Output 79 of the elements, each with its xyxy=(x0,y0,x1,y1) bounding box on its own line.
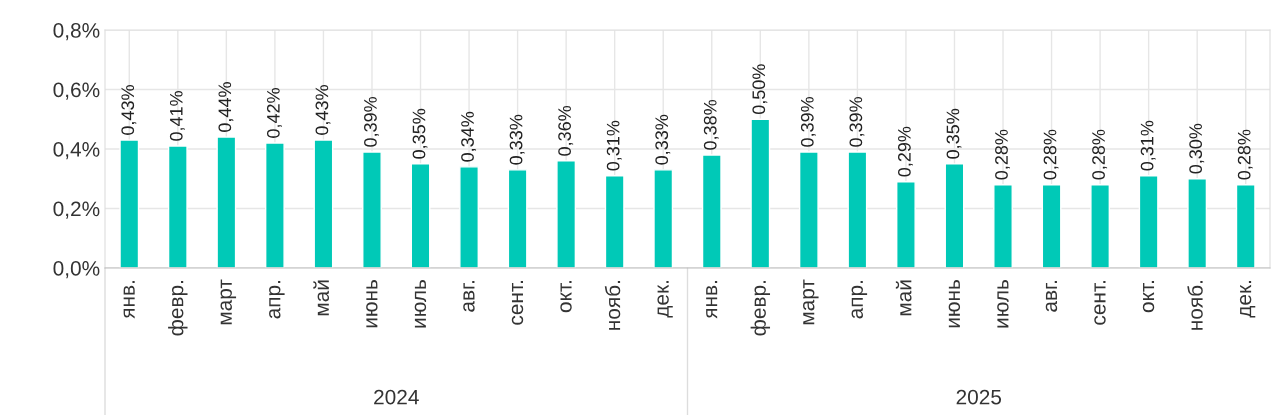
x-tick-label: апр. xyxy=(269,281,285,319)
x-tick-label: июль xyxy=(414,279,427,328)
data-label: 0,28% xyxy=(995,129,1010,180)
data-label: 0,38% xyxy=(703,99,719,150)
x-tick-label: дек. xyxy=(1239,281,1256,318)
x-tick-label: февр. xyxy=(750,281,771,336)
y-tick-label: 0,2% xyxy=(53,201,100,219)
x-tick-label: март xyxy=(220,279,237,325)
x-tick-label: февр. xyxy=(168,281,188,336)
data-label: 0,28% xyxy=(1092,129,1108,180)
bar xyxy=(216,136,237,268)
bar xyxy=(313,139,334,268)
x-tick-label: дек. xyxy=(657,281,673,318)
data-label: 0,31% xyxy=(606,120,622,171)
bar xyxy=(653,169,674,268)
data-label: 0,34% xyxy=(461,111,477,162)
bar xyxy=(119,139,140,268)
data-label: 0,42% xyxy=(266,88,282,138)
bar xyxy=(750,118,771,268)
x-tick-label: июль xyxy=(997,279,1009,328)
data-label: 0,44% xyxy=(218,82,234,132)
y-tick-label: 0,0% xyxy=(53,261,100,279)
bar xyxy=(1187,178,1208,268)
text: 2025 xyxy=(956,389,1002,405)
data-label: 0,39% xyxy=(849,96,865,147)
bar xyxy=(362,151,382,268)
x-tick-label: апр. xyxy=(851,281,868,319)
data-label: 0,29% xyxy=(898,126,913,177)
data-label: 0,30% xyxy=(1189,123,1205,174)
y-tick-label: 0,4% xyxy=(53,142,100,160)
bar xyxy=(1041,184,1062,268)
bar xyxy=(1235,184,1256,268)
data-label: 0,43% xyxy=(121,85,137,135)
bar xyxy=(410,163,431,268)
y-tick-label: 0,8% xyxy=(53,23,100,41)
data-label: 0,43% xyxy=(315,85,331,135)
bar xyxy=(798,151,819,268)
data-label: 0,50% xyxy=(752,64,768,115)
bar xyxy=(701,154,722,268)
bar xyxy=(604,175,625,268)
x-tick-label: авг. xyxy=(1045,281,1058,312)
data-label: 0,33% xyxy=(655,114,671,165)
x-tick-label: нояб. xyxy=(604,281,621,330)
bar xyxy=(896,181,916,268)
data-label: 0,31% xyxy=(1140,120,1156,171)
bar xyxy=(1138,175,1159,268)
data-label: 0,36% xyxy=(558,105,574,156)
x-tick-label: март xyxy=(803,279,819,325)
x-tick-label: авг. xyxy=(463,281,475,312)
x-tick-label: июнь xyxy=(948,279,961,328)
data-label: 0,41% xyxy=(169,91,185,141)
bar xyxy=(847,151,868,268)
data-label: 0,39% xyxy=(800,96,816,147)
x-tick-label: май xyxy=(895,280,912,316)
bar xyxy=(944,163,965,268)
data-label: 0,33% xyxy=(509,114,525,165)
bar xyxy=(556,160,577,268)
data-label: 0,35% xyxy=(412,108,428,159)
bar xyxy=(993,184,1013,268)
x-tick-label: нояб. xyxy=(1187,281,1203,330)
x-tick-label: июнь xyxy=(366,279,378,328)
text: 2024 xyxy=(374,389,419,405)
x-tick-label: сент. xyxy=(511,281,524,325)
bar xyxy=(507,169,528,268)
bar xyxy=(459,166,479,268)
x-tick-label: янв. xyxy=(123,281,135,319)
bar xyxy=(1090,184,1111,268)
data-label: 0,39% xyxy=(364,96,379,147)
x-tick-label: янв. xyxy=(706,281,718,319)
y-tick-label: 0,6% xyxy=(53,82,100,100)
bar xyxy=(264,142,285,268)
x-tick-label: окт. xyxy=(560,281,572,313)
data-label: 0,28% xyxy=(1237,129,1253,180)
data-label: 0,28% xyxy=(1043,129,1059,180)
x-tick-label: май xyxy=(313,280,330,316)
bar xyxy=(167,145,188,268)
x-tick-label: окт. xyxy=(1142,281,1155,313)
x-tick-label: сент. xyxy=(1094,281,1106,325)
data-label: 0,35% xyxy=(946,108,962,159)
